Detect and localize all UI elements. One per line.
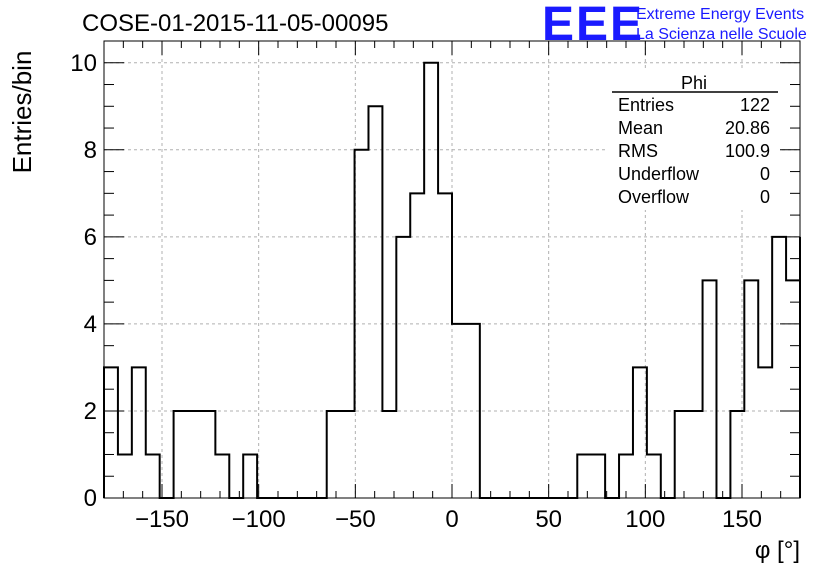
histogram-outline <box>103 61 801 499</box>
histogram-bin <box>368 106 382 498</box>
histogram-bin <box>132 367 146 498</box>
stats-label: Entries <box>618 95 674 115</box>
logo-line-2: La Scienza nelle Scuole <box>636 26 807 43</box>
y-tick-label: 8 <box>84 137 97 164</box>
y-tick-label: 4 <box>84 311 97 338</box>
histogram-bin <box>201 411 215 498</box>
tick-labels: −150 −100 −50 0 50 100 150 0 2 4 6 8 10 <box>70 50 762 533</box>
stats-box: Phi Entries 122 Mean 20.86 RMS 100.9 Underflow… <box>608 70 780 210</box>
histogram-bin <box>744 280 758 498</box>
stats-label: Underflow <box>618 164 700 184</box>
histogram-bin <box>410 193 424 498</box>
stats-value: 0 <box>760 164 770 184</box>
grid-lines <box>104 41 800 498</box>
stats-value: 20.86 <box>725 118 770 138</box>
axis-ticks <box>103 40 801 499</box>
histogram-bin <box>689 411 703 498</box>
y-tick-label: 0 <box>84 485 97 512</box>
histogram-bin <box>327 411 341 498</box>
y-tick-label: 2 <box>84 398 97 425</box>
histogram-bin <box>174 411 188 498</box>
stats-label: Mean <box>618 118 663 138</box>
histogram-bin <box>772 237 786 498</box>
histogram-bin <box>215 454 229 498</box>
histogram-bin <box>118 454 132 498</box>
plot-frame <box>103 40 801 499</box>
x-tick-label: 0 <box>445 506 458 533</box>
stats-box-bg <box>608 70 780 210</box>
histogram-bin <box>146 454 160 498</box>
logo-line-1: Extreme Energy Events <box>636 6 805 23</box>
histogram-bin <box>577 454 591 498</box>
x-tick-label: 150 <box>722 506 762 533</box>
x-tick-label: 100 <box>625 506 665 533</box>
stats-label: Overflow <box>618 187 690 207</box>
histogram-bins <box>103 61 801 499</box>
histogram-bin <box>424 63 438 498</box>
x-tick-label: −100 <box>232 506 286 533</box>
stats-label: RMS <box>618 141 658 161</box>
histogram-bin <box>675 411 689 498</box>
stats-value: 100.9 <box>725 141 770 161</box>
x-tick-label: 50 <box>535 506 562 533</box>
histogram-bin <box>438 193 452 498</box>
x-axis-label: φ [°] <box>755 537 800 564</box>
histogram-bin <box>591 454 605 498</box>
x-tick-label: −150 <box>135 506 189 533</box>
stats-title: Phi <box>681 73 707 93</box>
histogram-bin <box>341 411 355 498</box>
histogram-bin <box>243 454 257 498</box>
y-tick-label: 6 <box>84 224 97 251</box>
y-axis-label: Entries/bin <box>7 51 37 174</box>
chart-title: COSE-01-2015-11-05-00095 <box>82 10 389 37</box>
histogram-bin <box>703 280 717 498</box>
y-tick-label: 10 <box>70 50 97 77</box>
histogram-bin <box>647 454 661 498</box>
x-tick-label: −50 <box>335 506 376 533</box>
stats-value: 0 <box>760 187 770 207</box>
histogram-bin <box>396 237 410 498</box>
histogram-bin <box>758 367 772 498</box>
stats-value: 122 <box>740 95 770 115</box>
stats-rows: Entries 122 Mean 20.86 RMS 100.9 Underflow 0 Ove… <box>618 95 770 207</box>
histogram-bin <box>188 411 202 498</box>
histogram-bin <box>633 367 647 498</box>
histogram-bin <box>382 411 396 498</box>
